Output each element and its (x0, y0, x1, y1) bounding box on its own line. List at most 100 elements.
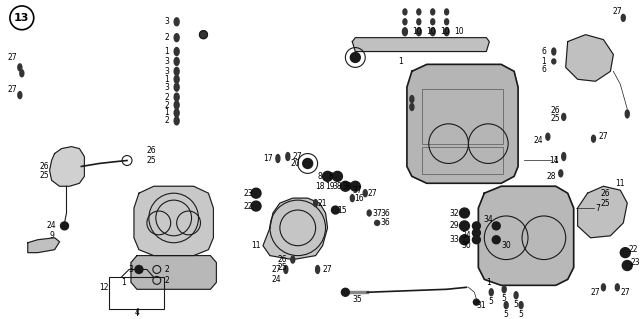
Ellipse shape (559, 170, 563, 177)
Text: 33: 33 (450, 235, 460, 244)
Text: 27: 27 (620, 288, 630, 297)
Ellipse shape (403, 19, 407, 25)
Polygon shape (28, 238, 60, 253)
Text: 3: 3 (164, 17, 169, 26)
Ellipse shape (340, 181, 350, 191)
Ellipse shape (445, 9, 449, 15)
Ellipse shape (417, 19, 421, 25)
Text: 2: 2 (164, 265, 169, 274)
Text: 2: 2 (164, 33, 169, 42)
Ellipse shape (417, 9, 421, 15)
Ellipse shape (20, 70, 24, 77)
Text: 22: 22 (243, 202, 253, 211)
Text: 35: 35 (353, 295, 362, 304)
Text: 9: 9 (49, 231, 54, 240)
Ellipse shape (504, 302, 508, 308)
Text: 30: 30 (461, 241, 471, 250)
Text: 10: 10 (426, 27, 436, 36)
Polygon shape (263, 198, 328, 260)
Text: 37: 37 (372, 209, 382, 218)
Ellipse shape (174, 67, 179, 75)
Ellipse shape (615, 284, 620, 291)
Ellipse shape (303, 159, 312, 168)
Ellipse shape (546, 133, 550, 140)
Ellipse shape (410, 104, 414, 110)
Ellipse shape (174, 57, 179, 65)
Ellipse shape (251, 201, 261, 211)
Text: 6: 6 (541, 65, 547, 74)
Ellipse shape (621, 14, 625, 21)
Ellipse shape (431, 19, 435, 25)
Polygon shape (566, 35, 613, 81)
Ellipse shape (61, 222, 68, 230)
Ellipse shape (350, 195, 355, 202)
Text: 5: 5 (504, 309, 509, 319)
Text: 34: 34 (483, 215, 493, 225)
Text: 5: 5 (514, 300, 518, 309)
Text: 2: 2 (164, 100, 169, 109)
Ellipse shape (444, 28, 449, 36)
Text: 24: 24 (47, 221, 56, 230)
Bar (109, 278, 164, 309)
Ellipse shape (472, 236, 481, 244)
Ellipse shape (174, 93, 179, 101)
Ellipse shape (286, 152, 290, 160)
Ellipse shape (251, 188, 261, 198)
Text: 11: 11 (616, 179, 625, 188)
Ellipse shape (341, 288, 349, 296)
Ellipse shape (316, 265, 319, 273)
Ellipse shape (474, 299, 479, 305)
Polygon shape (134, 186, 213, 256)
Ellipse shape (460, 221, 470, 231)
Text: 25: 25 (40, 171, 49, 180)
Text: 26: 26 (277, 255, 287, 264)
Ellipse shape (364, 190, 367, 197)
Text: 26: 26 (146, 146, 156, 155)
Ellipse shape (332, 206, 339, 214)
Text: 27: 27 (7, 53, 17, 62)
Text: 27: 27 (598, 132, 608, 141)
Polygon shape (578, 186, 627, 238)
Text: 27: 27 (612, 7, 622, 16)
Ellipse shape (562, 114, 566, 120)
Text: 14: 14 (549, 156, 559, 165)
Text: 8: 8 (328, 172, 333, 181)
Text: 3: 3 (164, 57, 169, 66)
Text: 36: 36 (380, 209, 390, 218)
Ellipse shape (374, 220, 380, 226)
Text: 27: 27 (591, 288, 600, 297)
Text: 26: 26 (600, 189, 610, 198)
Bar (422, 147, 503, 174)
Ellipse shape (472, 222, 481, 230)
Ellipse shape (562, 152, 566, 160)
Ellipse shape (276, 154, 280, 162)
Text: 8: 8 (317, 172, 322, 181)
Ellipse shape (403, 9, 407, 15)
Ellipse shape (174, 34, 179, 41)
Ellipse shape (460, 208, 470, 218)
Ellipse shape (174, 101, 179, 109)
Text: 2: 2 (164, 276, 169, 285)
Text: 26: 26 (40, 162, 49, 171)
Ellipse shape (492, 222, 500, 230)
Ellipse shape (622, 261, 632, 271)
Ellipse shape (174, 18, 179, 26)
Ellipse shape (490, 289, 493, 296)
Ellipse shape (472, 229, 481, 237)
Ellipse shape (174, 109, 179, 117)
Text: 38: 38 (333, 182, 342, 191)
Text: 26: 26 (551, 107, 561, 115)
Text: 1: 1 (122, 278, 127, 287)
Text: 34: 34 (461, 231, 471, 240)
Text: 1: 1 (554, 156, 558, 165)
Ellipse shape (350, 53, 360, 63)
Text: 10: 10 (454, 27, 463, 36)
Ellipse shape (417, 28, 421, 36)
Ellipse shape (552, 59, 556, 64)
Text: 2: 2 (164, 116, 169, 125)
Ellipse shape (18, 64, 22, 71)
Text: 1: 1 (164, 47, 169, 56)
Text: 3: 3 (129, 265, 134, 274)
Text: 16: 16 (355, 194, 364, 203)
Ellipse shape (403, 28, 408, 36)
